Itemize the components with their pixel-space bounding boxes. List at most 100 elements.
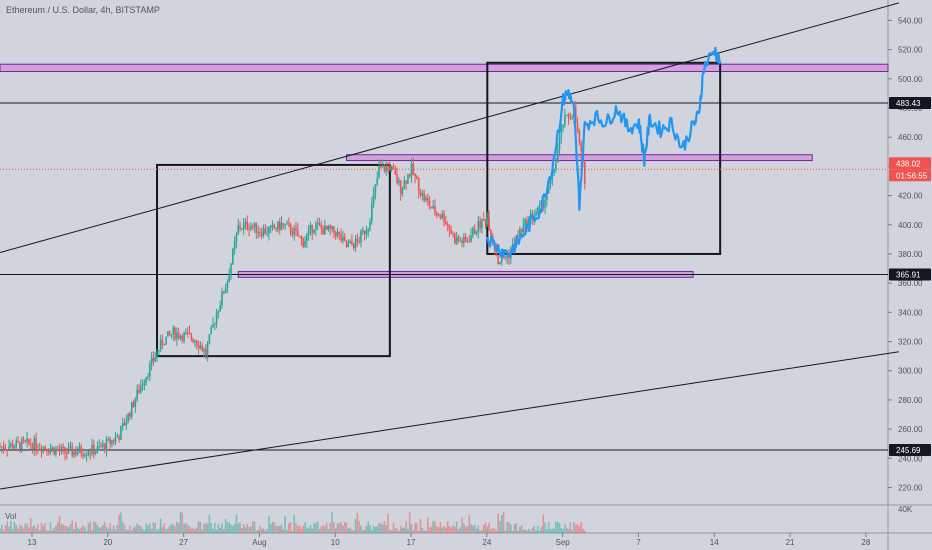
candle-body bbox=[437, 213, 440, 217]
volume-bar bbox=[248, 526, 250, 533]
volume-bar bbox=[76, 527, 79, 533]
volume-bar bbox=[399, 525, 402, 533]
volume-bar bbox=[264, 530, 267, 533]
volume-bar bbox=[307, 528, 310, 533]
candle-body bbox=[567, 114, 570, 119]
candle-body bbox=[44, 446, 46, 449]
candle-body bbox=[139, 385, 142, 393]
candle-body bbox=[414, 173, 416, 177]
volume-bar bbox=[419, 519, 422, 533]
volume-bar bbox=[495, 530, 498, 533]
candle-body bbox=[217, 310, 220, 313]
volume-bar bbox=[529, 530, 532, 533]
volume-bar bbox=[302, 525, 305, 533]
candle-body bbox=[275, 228, 277, 230]
volume-bar bbox=[156, 530, 158, 533]
volume-bar bbox=[154, 523, 157, 533]
candle-body bbox=[260, 233, 263, 236]
volume-bar bbox=[82, 525, 84, 533]
volume-bar bbox=[89, 521, 92, 533]
volume-bar bbox=[345, 522, 348, 533]
candle-body bbox=[107, 439, 110, 441]
candle-body bbox=[179, 336, 182, 339]
candle-body bbox=[241, 229, 243, 231]
horizontal-lines bbox=[0, 102, 888, 451]
candle-body bbox=[8, 446, 10, 450]
volume-bar bbox=[425, 530, 427, 533]
candle-body bbox=[35, 438, 37, 450]
volume-bar bbox=[519, 527, 521, 533]
candle-body bbox=[273, 225, 276, 229]
volume-bar bbox=[513, 524, 516, 533]
candle-body bbox=[84, 455, 86, 457]
candle-body bbox=[172, 327, 175, 335]
y-tick-label: 380.00 bbox=[898, 250, 923, 259]
volume-bar bbox=[255, 530, 258, 533]
volume-bar bbox=[414, 522, 416, 533]
volume-bar bbox=[546, 529, 548, 533]
candle-body bbox=[2, 446, 5, 449]
volume-bar bbox=[284, 516, 286, 533]
volume-bar bbox=[69, 524, 72, 533]
candle-body bbox=[435, 213, 438, 215]
candle-body bbox=[80, 446, 83, 454]
candle-body bbox=[125, 421, 128, 426]
candle-body bbox=[459, 240, 462, 242]
support-resistance-zone bbox=[0, 63, 889, 73]
candle-body bbox=[390, 166, 393, 171]
candle-body bbox=[232, 249, 234, 264]
candle-body bbox=[71, 446, 73, 456]
volume-bar bbox=[10, 521, 12, 533]
candle-body bbox=[64, 447, 66, 454]
candle-body bbox=[49, 449, 52, 453]
volume-bar bbox=[477, 525, 480, 533]
volume-bar bbox=[416, 523, 418, 533]
volume-bar bbox=[149, 523, 151, 533]
candle-body bbox=[419, 192, 422, 196]
volume-bar bbox=[500, 515, 503, 533]
volume-bar bbox=[297, 526, 299, 533]
volume-bar bbox=[112, 525, 115, 533]
volume-bar bbox=[293, 515, 295, 533]
volume-bar bbox=[401, 528, 404, 533]
volume-bar bbox=[499, 521, 501, 533]
candle-body bbox=[268, 227, 270, 234]
volume-bar bbox=[533, 526, 536, 533]
candle-body bbox=[376, 178, 379, 185]
candle-body bbox=[394, 169, 397, 175]
y-tick-label: 360.00 bbox=[898, 279, 923, 288]
volume-bar bbox=[392, 522, 395, 533]
candle-body bbox=[127, 413, 129, 422]
candle-body bbox=[163, 344, 166, 346]
candle-body bbox=[327, 225, 330, 230]
volume-bar bbox=[421, 527, 424, 533]
candle-body bbox=[470, 235, 472, 242]
candle-body bbox=[369, 221, 371, 230]
volume-bar bbox=[28, 527, 30, 533]
volume-bar bbox=[183, 523, 185, 533]
candle-body bbox=[147, 376, 149, 378]
trendline bbox=[0, 351, 899, 490]
y-tick-label: 520.00 bbox=[898, 46, 923, 55]
candle-body bbox=[488, 217, 490, 231]
volume-bar bbox=[233, 524, 236, 533]
volume-bar bbox=[141, 528, 144, 533]
candle-body bbox=[416, 176, 418, 179]
candle-body bbox=[47, 451, 50, 453]
candle-body bbox=[257, 232, 259, 234]
volume-bar bbox=[224, 518, 227, 533]
volume-bar bbox=[215, 530, 218, 533]
volume-bar bbox=[497, 513, 499, 533]
volume-bar bbox=[107, 528, 110, 533]
candle-body bbox=[111, 440, 113, 444]
overlay-line bbox=[486, 46, 722, 258]
volume-bar bbox=[565, 527, 568, 533]
volume-bar bbox=[428, 527, 431, 533]
volume-bar bbox=[439, 521, 442, 533]
volume-bar bbox=[304, 522, 306, 533]
volume-bar bbox=[522, 530, 525, 533]
volume-bar bbox=[139, 526, 142, 533]
candle-body bbox=[291, 232, 294, 235]
volume-bar bbox=[212, 528, 214, 533]
candle-body bbox=[158, 350, 160, 352]
